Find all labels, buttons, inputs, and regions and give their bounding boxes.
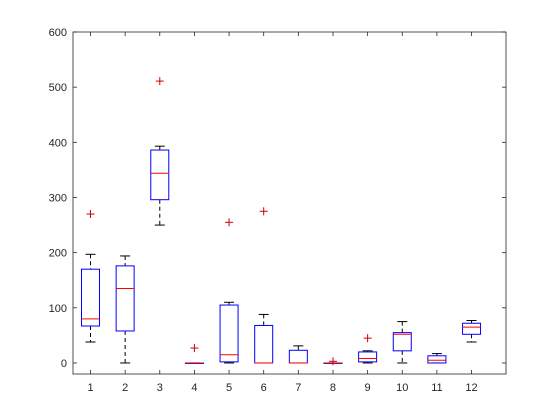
box-group-4 bbox=[184, 344, 204, 364]
y-tick-label: 0 bbox=[61, 358, 67, 370]
x-tick-label: 11 bbox=[431, 382, 442, 394]
box-group-9 bbox=[358, 334, 378, 364]
axes-frame bbox=[72, 31, 507, 375]
x-tick-label: 10 bbox=[396, 382, 408, 394]
box-iqr bbox=[462, 322, 482, 335]
box-group-2 bbox=[115, 255, 135, 364]
x-tick-label: 9 bbox=[365, 382, 371, 394]
outlier-marker bbox=[363, 334, 372, 343]
outlier-marker bbox=[259, 207, 268, 216]
x-tick-label: 5 bbox=[226, 382, 232, 394]
box-group-12 bbox=[462, 319, 482, 343]
outlier-marker bbox=[190, 344, 199, 353]
x-tick-label: 1 bbox=[87, 382, 93, 394]
y-tick-label: 300 bbox=[49, 192, 67, 204]
boxes-layer bbox=[81, 77, 482, 366]
y-tick-label: 600 bbox=[49, 27, 67, 39]
outlier-marker bbox=[86, 210, 95, 219]
box-group-3 bbox=[150, 77, 170, 226]
box-group-6 bbox=[254, 207, 274, 364]
box-group-8 bbox=[323, 357, 343, 366]
box-iqr bbox=[150, 149, 170, 201]
box-iqr bbox=[81, 268, 100, 327]
x-tick-label: 12 bbox=[465, 382, 477, 394]
x-tick-label: 4 bbox=[191, 382, 197, 394]
y-tick-label: 500 bbox=[49, 82, 67, 94]
box-group-10 bbox=[392, 321, 412, 364]
box-iqr bbox=[115, 265, 135, 332]
box-iqr bbox=[219, 304, 239, 363]
outlier-marker bbox=[155, 77, 164, 86]
y-tick-label: 200 bbox=[49, 248, 67, 260]
x-tick-label: 6 bbox=[261, 382, 267, 394]
y-tick-label: 400 bbox=[49, 137, 67, 149]
plot-area bbox=[73, 32, 506, 374]
outlier-marker bbox=[225, 218, 234, 227]
box-group-11 bbox=[427, 353, 447, 364]
outlier-marker bbox=[328, 357, 337, 366]
x-tick-label: 3 bbox=[157, 382, 163, 394]
box-group-5 bbox=[219, 218, 239, 364]
box-group-1 bbox=[81, 210, 100, 343]
box-iqr bbox=[358, 351, 378, 363]
x-tick-label: 7 bbox=[295, 382, 301, 394]
x-tick-label: 2 bbox=[122, 382, 128, 394]
y-tick-label: 100 bbox=[49, 303, 67, 315]
box-group-7 bbox=[288, 345, 308, 364]
x-tick-label: 8 bbox=[330, 382, 336, 394]
box-iqr bbox=[427, 355, 447, 364]
box-iqr bbox=[392, 332, 412, 352]
